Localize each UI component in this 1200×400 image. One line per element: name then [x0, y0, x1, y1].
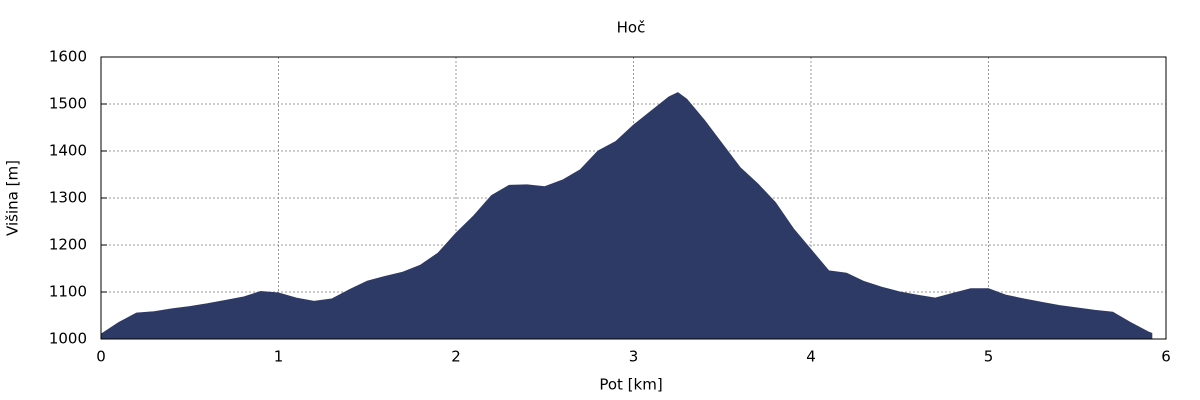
y-tick-label: 1600: [49, 48, 87, 66]
x-axis-label: Pot [km]: [599, 376, 662, 394]
y-tick-label: 1000: [49, 330, 87, 348]
plot-frame: [100, 56, 1167, 340]
x-tick-label: 6: [1161, 348, 1171, 366]
x-tick-label: 5: [984, 348, 994, 366]
elevation-area: [100, 92, 1153, 340]
y-tick-label: 1400: [49, 142, 87, 160]
y-axis-label: Višina [m]: [4, 160, 22, 236]
x-tick-label: 3: [629, 348, 639, 366]
y-tick-label: 1200: [49, 236, 87, 254]
y-tick-label: 1300: [49, 189, 87, 207]
x-tick-label: 4: [806, 348, 816, 366]
x-tick-label: 0: [96, 348, 106, 366]
x-tick-label: 1: [274, 348, 284, 366]
y-tick-label: 1100: [49, 283, 87, 301]
x-tick-label: 2: [451, 348, 461, 366]
chart-title: Hoč: [617, 19, 646, 37]
y-tick-label: 1500: [49, 95, 87, 113]
